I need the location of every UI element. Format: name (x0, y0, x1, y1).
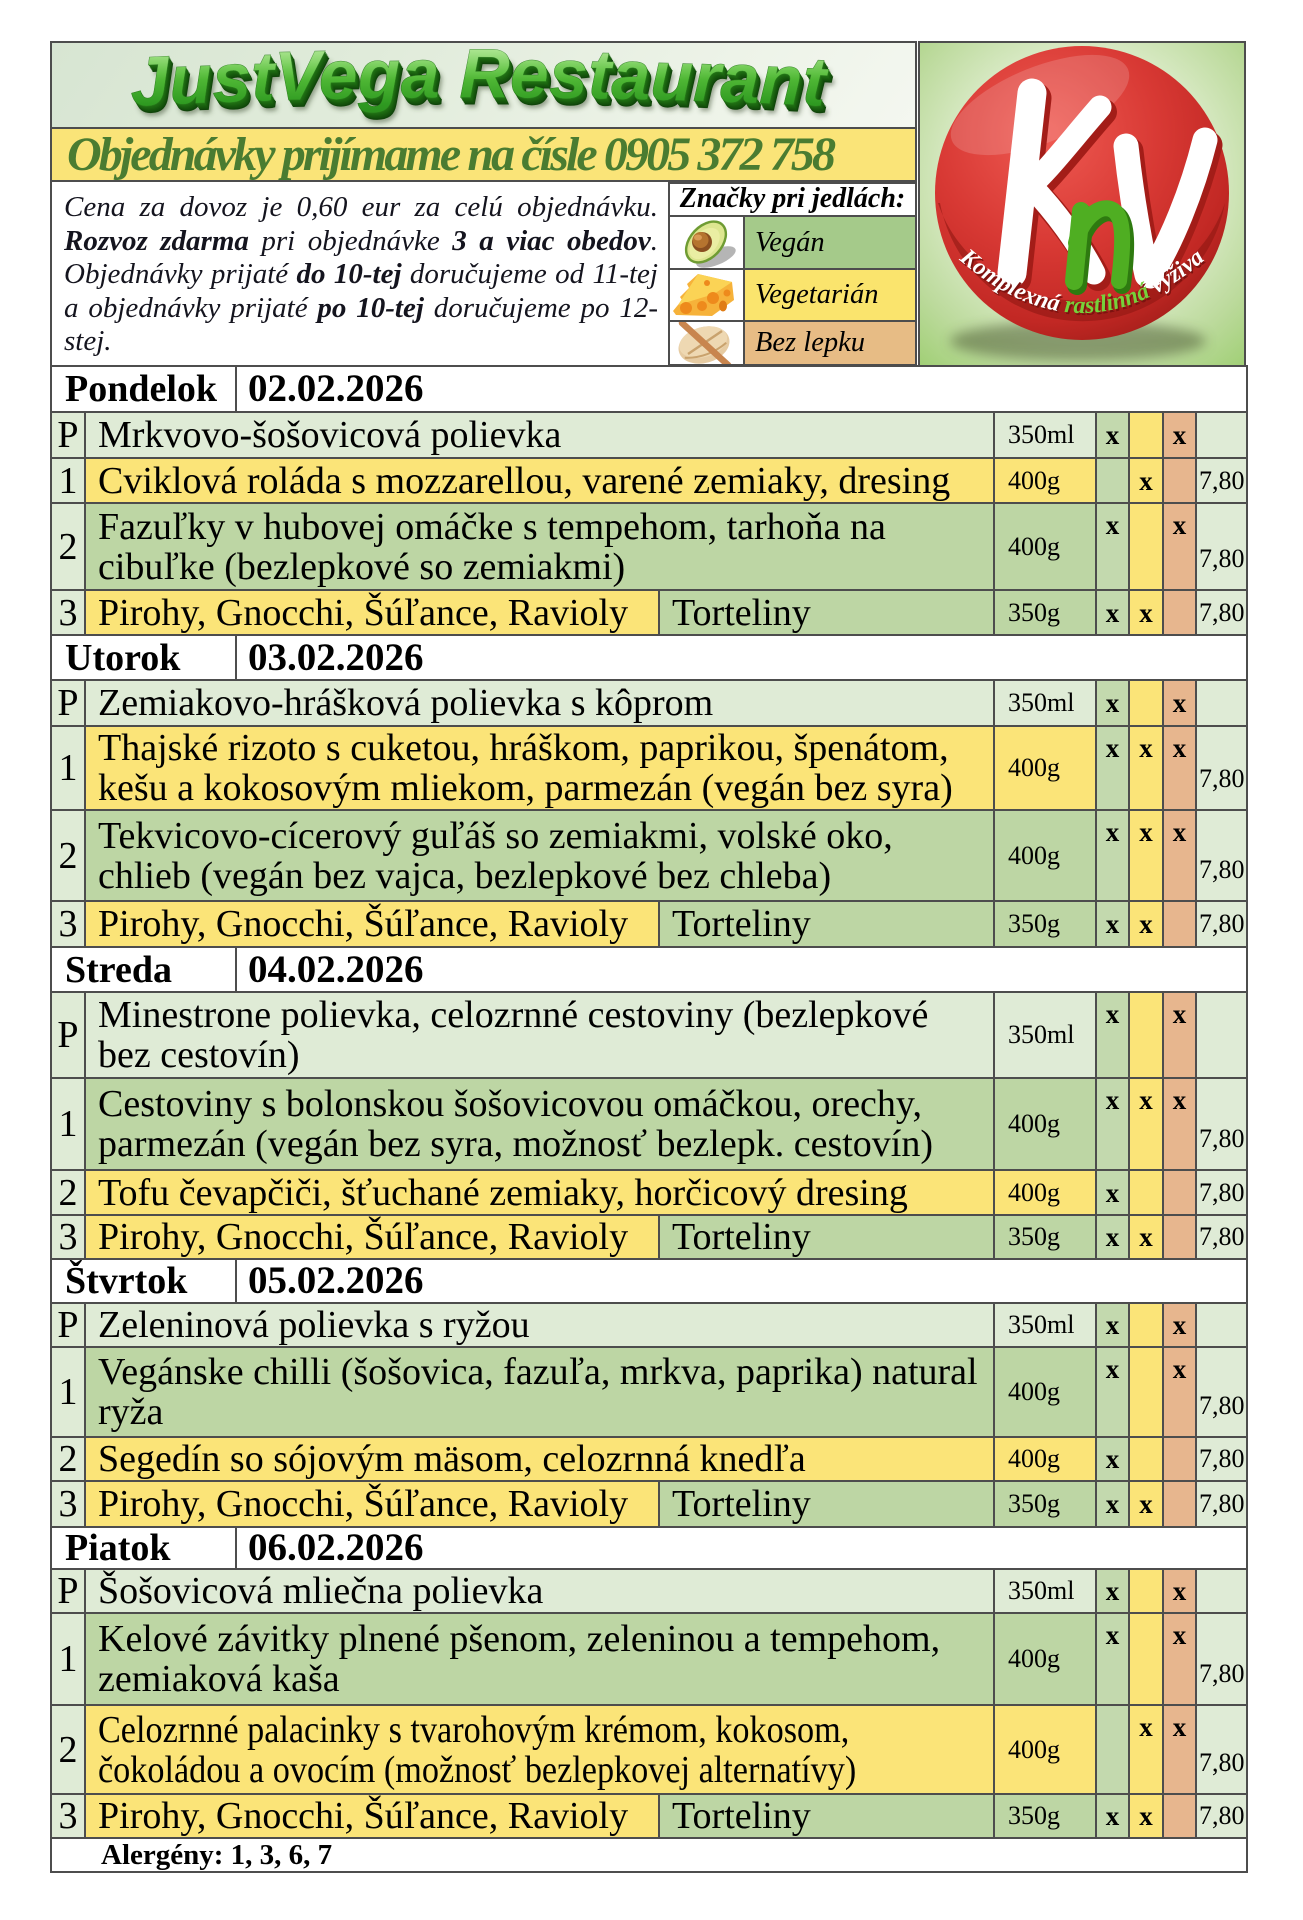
svg-text:JustVega Restaurant: JustVega Restaurant (128, 43, 830, 121)
svg-text:JustVega Restaurant: JustVega Restaurant (132, 43, 834, 128)
svg-text:JustVega Restaurant: JustVega Restaurant (132, 43, 834, 127)
svg-text:JustVega Restaurant: JustVega Restaurant (129, 43, 831, 122)
svg-text:JustVega Restaurant: JustVega Restaurant (130, 43, 832, 125)
svg-text:JustVega Restaurant: JustVega Restaurant (131, 43, 833, 126)
svg-text:JustVega Restaurant: JustVega Restaurant (130, 43, 832, 124)
svg-text:JustVega Restaurant: JustVega Restaurant (128, 43, 830, 121)
svg-text:JustVega Restaurant: JustVega Restaurant (134, 44, 836, 129)
